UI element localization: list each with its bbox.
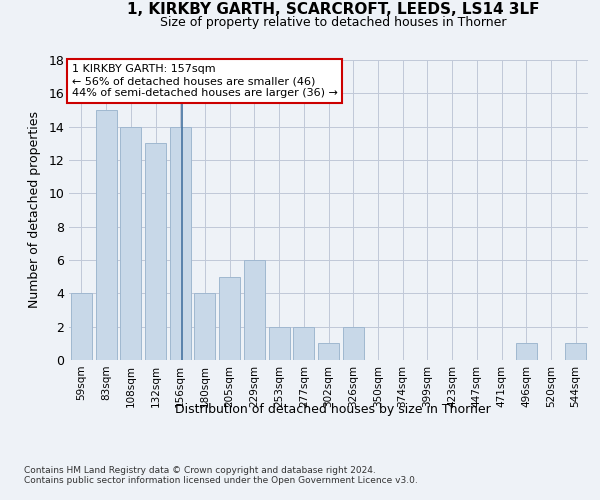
Bar [269,326,290,360]
Bar [145,144,166,360]
Text: Contains public sector information licensed under the Open Government Licence v3: Contains public sector information licen… [24,476,418,485]
Bar [219,276,240,360]
Bar [343,326,364,360]
Bar [95,110,116,360]
Bar [318,344,339,360]
Bar [516,344,537,360]
Bar [71,294,92,360]
Bar [170,126,191,360]
Bar [194,294,215,360]
Text: Size of property relative to detached houses in Thorner: Size of property relative to detached ho… [160,16,506,29]
Bar [565,344,586,360]
Text: Contains HM Land Registry data © Crown copyright and database right 2024.: Contains HM Land Registry data © Crown c… [24,466,376,475]
Text: Distribution of detached houses by size in Thorner: Distribution of detached houses by size … [175,402,491,415]
Text: 1 KIRKBY GARTH: 157sqm
← 56% of detached houses are smaller (46)
44% of semi-det: 1 KIRKBY GARTH: 157sqm ← 56% of detached… [71,64,337,98]
Y-axis label: Number of detached properties: Number of detached properties [28,112,41,308]
Bar [120,126,141,360]
Bar [244,260,265,360]
Bar [293,326,314,360]
Text: 1, KIRKBY GARTH, SCARCROFT, LEEDS, LS14 3LF: 1, KIRKBY GARTH, SCARCROFT, LEEDS, LS14 … [127,2,539,18]
